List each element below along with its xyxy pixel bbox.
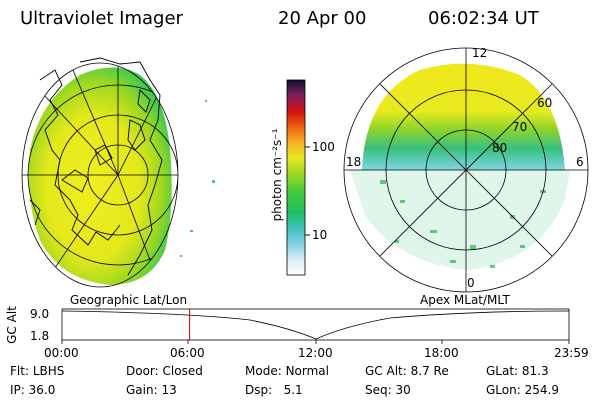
auroral-oval-nightside bbox=[350, 170, 570, 270]
time-label: 06:02:34 UT bbox=[428, 8, 539, 29]
mlt-label-6: 6 bbox=[576, 155, 584, 169]
colorbar-label-100: 100 bbox=[312, 140, 335, 154]
status-gain: Gain: 13 bbox=[126, 383, 177, 397]
instrument-title: Ultraviolet Imager bbox=[20, 8, 183, 29]
colorbar bbox=[286, 79, 310, 276]
status-ip: IP: 36.0 bbox=[10, 383, 56, 397]
status-filter: Flt: LBHS bbox=[10, 364, 65, 378]
mlat-label-80: 80 bbox=[492, 141, 508, 155]
scatter-noise-left bbox=[180, 100, 215, 257]
status-door: Door: Closed bbox=[126, 364, 203, 378]
mlt-label-0: 0 bbox=[467, 276, 475, 290]
mlt-label-18: 18 bbox=[346, 155, 362, 169]
track-tick-1200: 12:00 bbox=[298, 346, 333, 360]
track-ymin: 1.8 bbox=[30, 329, 50, 343]
track-tick-0000: 00:00 bbox=[44, 346, 79, 360]
altitude-track bbox=[61, 308, 570, 344]
coastlines bbox=[29, 57, 163, 276]
status-dsp: Dsp: 5.1 bbox=[245, 383, 303, 397]
colorbar-gradient bbox=[286, 79, 306, 276]
colorbar-units: photon cm⁻²s⁻¹ bbox=[270, 128, 284, 222]
mlat-label-70: 70 bbox=[512, 120, 528, 134]
track-ymax: 9.0 bbox=[30, 307, 50, 321]
auroral-emission-left bbox=[28, 67, 172, 285]
polar-grid bbox=[343, 47, 589, 293]
status-gc-alt: GC Alt: 8.7 Re bbox=[365, 364, 449, 378]
geographic-caption: Geographic Lat/Lon bbox=[70, 293, 188, 307]
track-ticks bbox=[61, 340, 570, 344]
altitude-curve bbox=[61, 310, 570, 340]
status-glat: GLat: 81.3 bbox=[486, 364, 549, 378]
track-tick-1800: 18:00 bbox=[424, 346, 459, 360]
apex-caption: Apex MLat/MLT bbox=[420, 293, 510, 307]
polar-plot bbox=[343, 47, 589, 293]
mlat-label-60: 60 bbox=[537, 96, 553, 110]
colorbar-label-10: 10 bbox=[312, 228, 328, 242]
mlt-label-12: 12 bbox=[472, 46, 488, 60]
earth-limb bbox=[21, 62, 179, 288]
date-label: 20 Apr 00 bbox=[278, 8, 367, 29]
status-mode: Mode: Normal bbox=[245, 364, 329, 378]
track-tick-2359: 23:59 bbox=[554, 346, 589, 360]
track-tick-0600: 06:00 bbox=[170, 346, 205, 360]
status-glon: GLon: 254.9 bbox=[486, 383, 559, 397]
status-seq: Seq: 30 bbox=[365, 383, 411, 397]
track-ylabel: GC Alt bbox=[5, 306, 19, 344]
auroral-oval-dayside bbox=[362, 63, 565, 170]
track-frame bbox=[61, 308, 570, 341]
geographic-image bbox=[21, 57, 215, 288]
